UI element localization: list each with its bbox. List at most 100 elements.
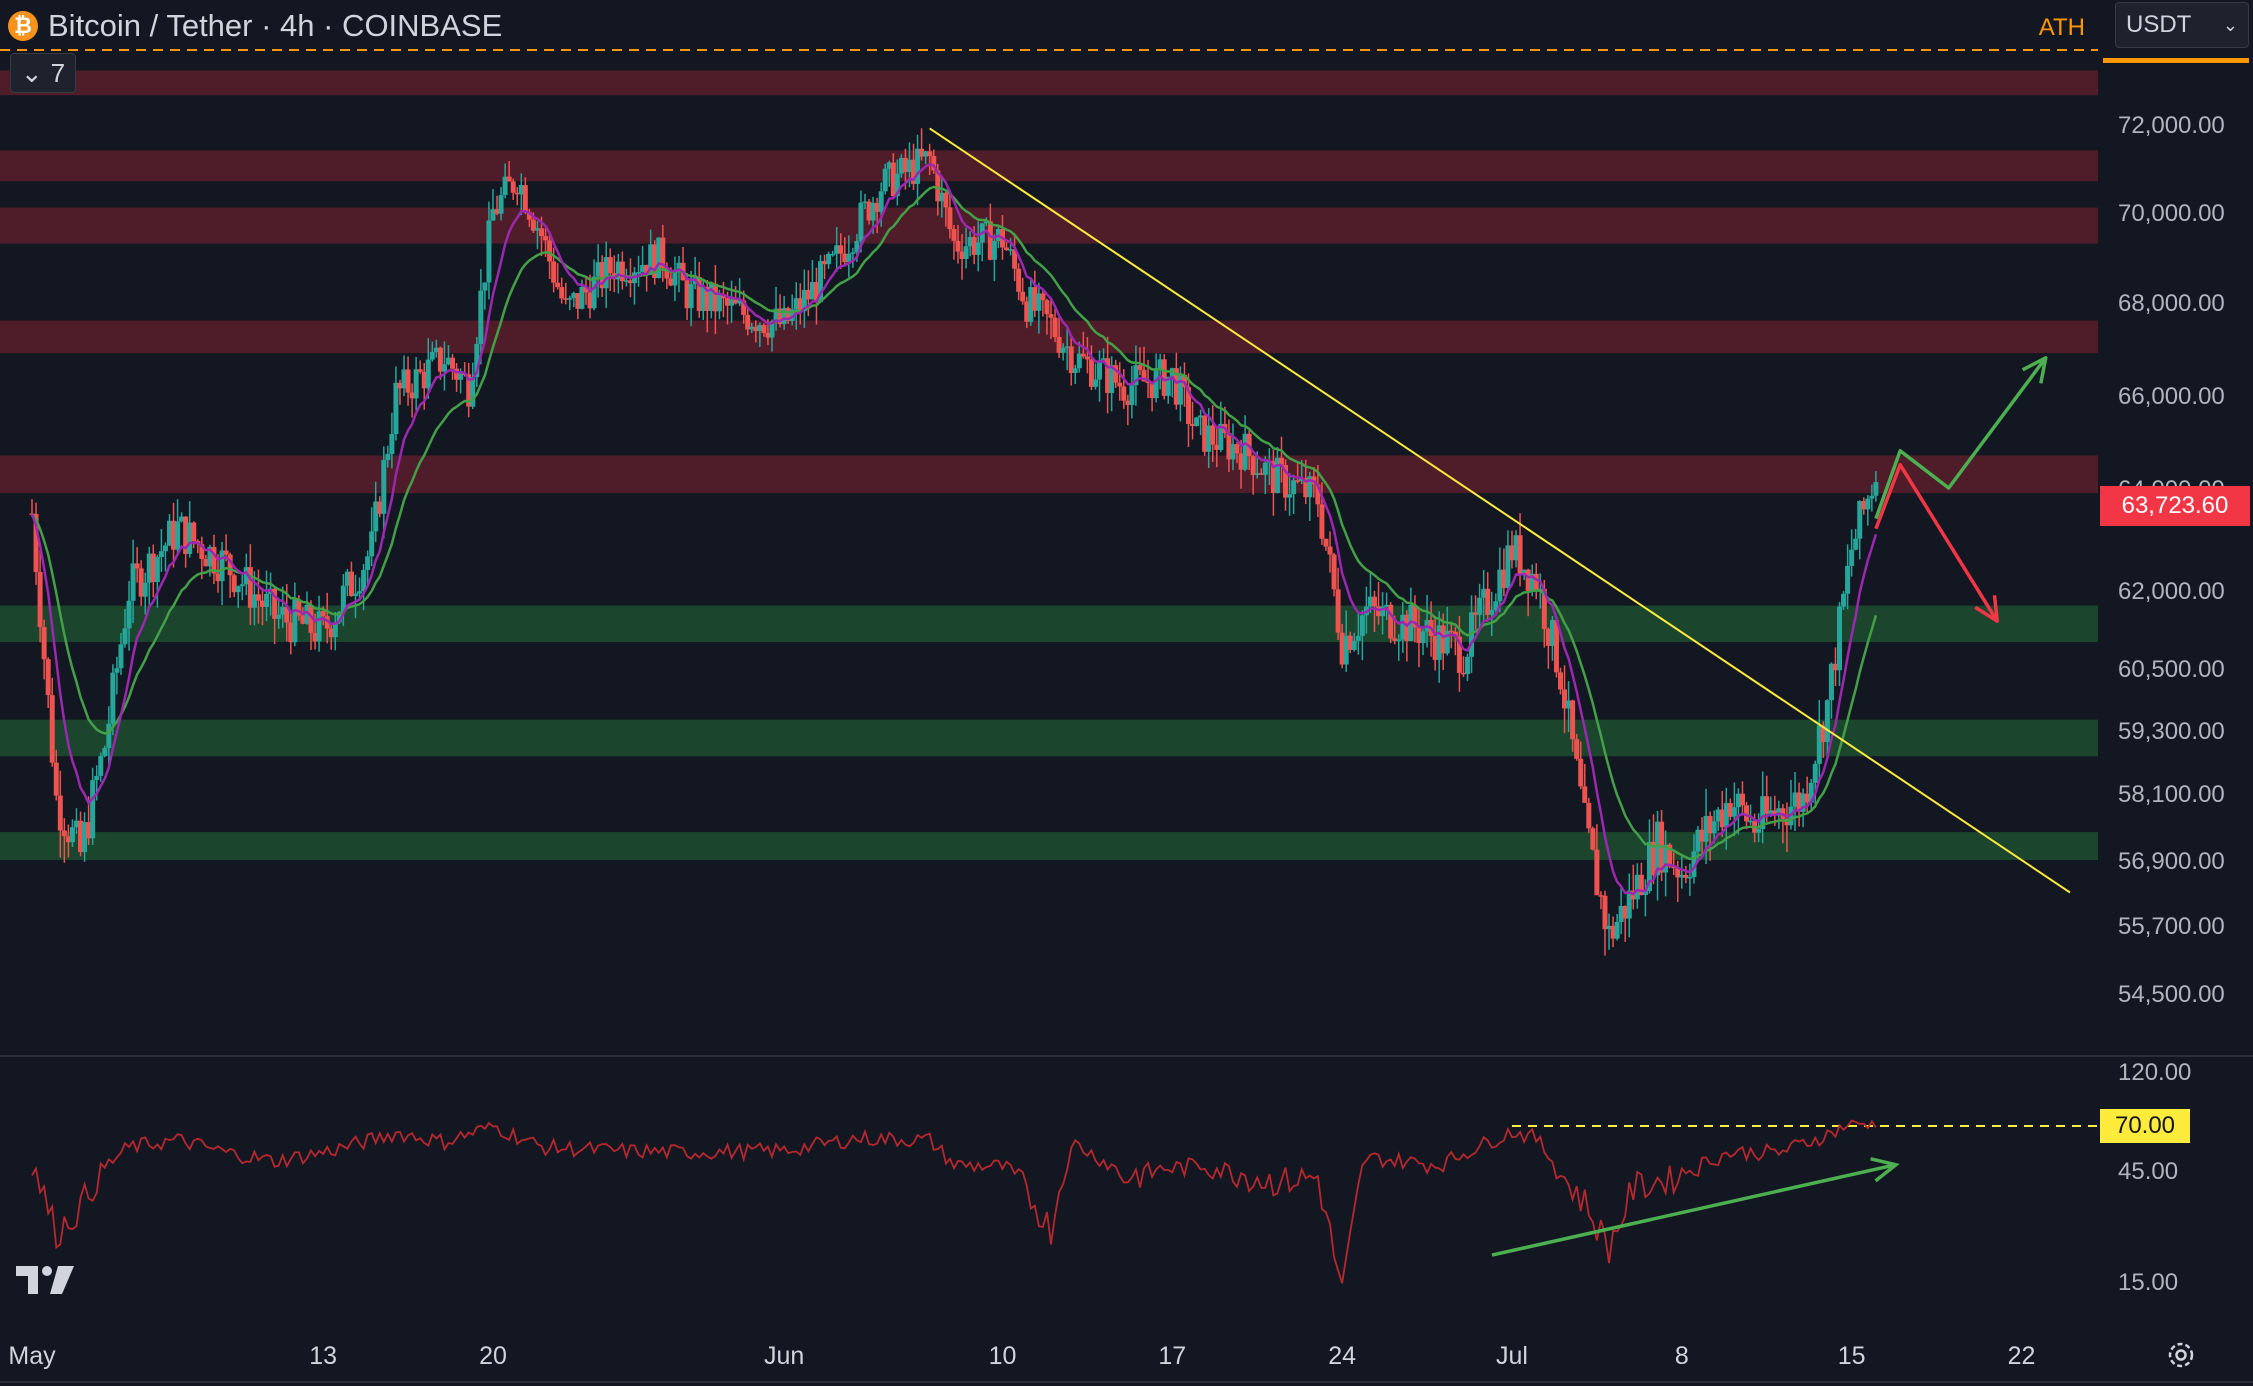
candle-body bbox=[78, 820, 84, 853]
candle-body bbox=[927, 151, 933, 157]
candle-body bbox=[704, 286, 710, 311]
candle-body bbox=[1562, 689, 1568, 709]
rsi-tick-label: 15.00 bbox=[2118, 1269, 2178, 1296]
candle-body bbox=[656, 237, 662, 279]
candle-body bbox=[874, 202, 880, 212]
candle-body bbox=[1303, 478, 1309, 498]
candle-body bbox=[1125, 400, 1131, 406]
candle-body bbox=[490, 209, 496, 221]
settings-gear-icon[interactable] bbox=[2166, 1340, 2196, 1370]
currency-selector[interactable]: USDT ⌄ bbox=[2115, 2, 2249, 48]
candle-body bbox=[1173, 368, 1179, 405]
candle-body bbox=[1558, 672, 1563, 690]
candle-body bbox=[179, 516, 185, 522]
candle-body bbox=[1578, 758, 1584, 787]
candle-body bbox=[923, 151, 929, 157]
candle-body bbox=[555, 282, 561, 288]
candle-body bbox=[801, 289, 807, 312]
candle-body bbox=[373, 501, 379, 532]
candle-body bbox=[834, 245, 840, 254]
candle-body bbox=[1133, 365, 1139, 386]
ath-label: ATH bbox=[2038, 14, 2085, 41]
time-tick-label: 24 bbox=[1328, 1342, 1356, 1370]
candle-body bbox=[939, 192, 945, 202]
candle-body bbox=[951, 229, 957, 241]
candle-body bbox=[785, 308, 791, 321]
candle-body bbox=[142, 582, 148, 597]
price-tick-label: 58,100.00 bbox=[2118, 781, 2225, 808]
candle-body bbox=[1477, 597, 1483, 615]
candle-body bbox=[98, 756, 104, 776]
candle-body bbox=[1760, 796, 1766, 830]
candle-body bbox=[636, 272, 642, 274]
price-tick-label: 56,900.00 bbox=[2118, 848, 2225, 875]
candle-body bbox=[1270, 461, 1276, 493]
candle-body bbox=[1145, 381, 1151, 383]
candle-body bbox=[547, 240, 553, 262]
candle-body bbox=[1861, 501, 1867, 510]
candle-body bbox=[154, 557, 160, 583]
candle-body bbox=[166, 520, 172, 546]
price-zones bbox=[0, 49, 2253, 1383]
candle-body bbox=[1060, 347, 1066, 353]
candle-body bbox=[369, 531, 375, 557]
candle-body bbox=[1238, 453, 1244, 470]
candle-body bbox=[1837, 606, 1843, 671]
candles bbox=[29, 128, 1879, 956]
candle-body bbox=[955, 240, 961, 252]
candle-body bbox=[1283, 465, 1289, 498]
candle-body bbox=[1367, 596, 1373, 607]
candle-body bbox=[1420, 631, 1426, 644]
price-tick-label: 54,500.00 bbox=[2118, 981, 2225, 1008]
candle-body bbox=[1667, 844, 1673, 867]
candle-body bbox=[1380, 606, 1386, 617]
candle-body bbox=[1048, 314, 1054, 318]
price-axis: 72,000.0070,000.0068,000.0066,000.0064,0… bbox=[2118, 112, 2225, 1008]
candle-body bbox=[1622, 905, 1628, 919]
candle-body bbox=[664, 268, 670, 279]
time-axis: May 13 20 Jun 10 17 24 Jul 8 15 22 bbox=[8, 1342, 2035, 1370]
candle-body bbox=[514, 192, 520, 195]
indicators-toggle-button[interactable]: ⌄ 7 bbox=[10, 53, 76, 93]
candle-body bbox=[644, 264, 650, 275]
moving-averages bbox=[30, 162, 1878, 896]
symbol-header[interactable]: ₿ Bitcoin / Tether · 4h · COINBASE bbox=[8, 4, 502, 48]
candle-body bbox=[73, 820, 79, 828]
candle-body bbox=[413, 369, 419, 399]
resistance-zone-3 bbox=[0, 207, 2098, 244]
candle-body bbox=[1513, 535, 1519, 561]
candle-body bbox=[567, 298, 573, 300]
candle-body bbox=[716, 294, 722, 312]
candle-body bbox=[1436, 625, 1442, 660]
candle-body bbox=[486, 220, 492, 283]
candle-body bbox=[114, 668, 120, 673]
ema-slow-line bbox=[31, 185, 1878, 861]
price-tick-label: 66,000.00 bbox=[2118, 383, 2225, 410]
price-tick-label: 55,700.00 bbox=[2118, 913, 2225, 940]
candle-body bbox=[1185, 387, 1191, 424]
candle-body bbox=[648, 244, 654, 275]
candle-body bbox=[429, 351, 435, 360]
candle-body bbox=[583, 286, 589, 293]
candle-body bbox=[49, 695, 55, 763]
candle-body bbox=[1258, 473, 1264, 475]
candle-body bbox=[1129, 385, 1135, 406]
candle-body bbox=[737, 300, 743, 304]
candle-body bbox=[255, 594, 261, 601]
candle-body bbox=[1590, 828, 1596, 850]
candle-body bbox=[1218, 423, 1224, 450]
candle-body bbox=[264, 593, 270, 607]
candle-body bbox=[69, 827, 75, 843]
candle-body bbox=[587, 292, 593, 309]
candle-body bbox=[870, 202, 876, 221]
resistance-zone-2 bbox=[0, 150, 2098, 182]
candle-body bbox=[357, 591, 363, 594]
candle-body bbox=[1250, 456, 1256, 476]
candle-body bbox=[1161, 359, 1167, 396]
candle-body bbox=[1553, 620, 1559, 673]
candle-body bbox=[1533, 573, 1539, 592]
candle-body bbox=[1295, 480, 1301, 482]
candle-body bbox=[393, 382, 399, 435]
candle-body bbox=[454, 368, 460, 380]
